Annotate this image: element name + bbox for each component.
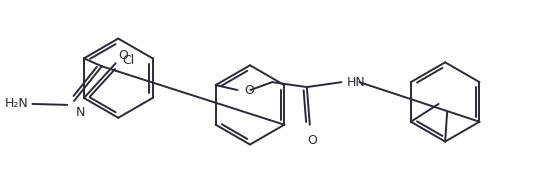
Text: N: N bbox=[76, 106, 85, 119]
Text: O: O bbox=[244, 83, 254, 97]
Text: HN: HN bbox=[346, 76, 365, 89]
Text: O: O bbox=[307, 134, 317, 147]
Text: Cl: Cl bbox=[123, 54, 135, 67]
Text: H₂N: H₂N bbox=[5, 97, 28, 110]
Text: O: O bbox=[118, 49, 129, 62]
